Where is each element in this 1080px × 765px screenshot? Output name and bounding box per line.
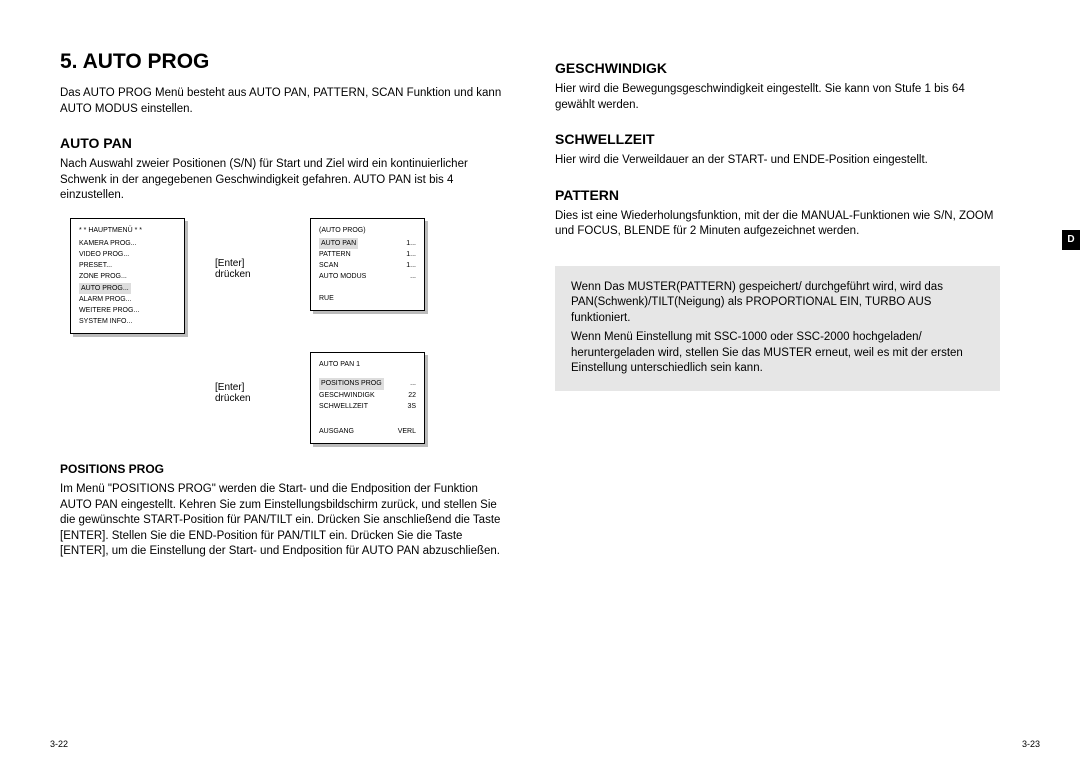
page-number-left: 3-22	[50, 739, 68, 749]
menu3-row-l: GESCHWINDIGK	[319, 390, 375, 401]
menu3-foot-r: VERL	[398, 426, 416, 437]
menu1-item: ZONE PROG...	[79, 271, 176, 282]
menu1-item: ALARM PROG...	[79, 294, 176, 305]
menu1-item: SYSTEM INFO...	[79, 316, 176, 327]
positions-prog-heading: POSITIONS PROG	[60, 462, 505, 476]
menu2-title: (AUTO PROG)	[319, 225, 416, 236]
menu1-item: WEITERE PROG...	[79, 305, 176, 316]
menu2-row-l: SCAN	[319, 260, 338, 271]
menu2-row-l: AUTO MODUS	[319, 271, 366, 282]
note-box: Wenn Das MUSTER(PATTERN) gespeichert/ du…	[555, 266, 1000, 391]
enter-hint-2: [Enter] drücken	[215, 352, 300, 444]
note-text-1: Wenn Das MUSTER(PATTERN) gespeichert/ du…	[571, 280, 984, 327]
pattern-heading: PATTERN	[555, 187, 1000, 203]
menu2-foot: RUE	[319, 293, 416, 304]
menu3-row-r: 3S	[407, 401, 416, 412]
enter-hint-1: [Enter] drücken	[215, 218, 300, 280]
menu3-row-l: POSITIONS PROG	[319, 378, 384, 389]
menu3-title: AUTO PAN 1	[319, 359, 416, 370]
autoprog-menu-box: (AUTO PROG) AUTO PAN 1... PATTERN 1... SCA…	[310, 218, 425, 311]
geschwindigk-heading: GESCHWINDIGK	[555, 60, 1000, 76]
menu2-row-r: 1...	[406, 249, 416, 260]
autopan-body: Nach Auswahl zweier Positionen (S/N) für…	[60, 157, 505, 204]
menu3-foot-l: AUSGANG	[319, 426, 354, 437]
menu3-row-r: ...	[410, 378, 416, 389]
menu1-item: PRESET...	[79, 260, 176, 271]
menu1-item: VIDEO PROG...	[79, 249, 176, 260]
menu2-row-r: ...	[410, 271, 416, 282]
menu1-highlight: AUTO PROG...	[79, 283, 131, 294]
schwellzeit-heading: SCHWELLZEIT	[555, 131, 1000, 147]
autopan-heading: AUTO PAN	[60, 135, 505, 151]
menu1-item: KAMERA PROG...	[79, 238, 176, 249]
menu3-row-l: SCHWELLZEIT	[319, 401, 368, 412]
side-tab-d: D	[1062, 230, 1080, 250]
menu2-row-l: PATTERN	[319, 249, 351, 260]
autopan-menu-box: AUTO PAN 1 POSITIONS PROG... GESCHWINDIG…	[310, 352, 425, 444]
note-text-2: Wenn Menü Einstellung mit SSC-1000 oder …	[571, 330, 984, 377]
section-title: 5. AUTO PROG	[60, 50, 505, 74]
menu2-row-r: 1...	[406, 260, 416, 271]
menu2-row-r: 1...	[406, 238, 416, 249]
menu3-row-r: 22	[408, 390, 416, 401]
page-number-right: 3-23	[1022, 739, 1040, 749]
schwellzeit-body: Hier wird die Verweildauer an der START-…	[555, 153, 1000, 169]
intro-text: Das AUTO PROG Menü besteht aus AUTO PAN,…	[60, 86, 505, 117]
menu2-row-l: AUTO PAN	[319, 238, 358, 249]
geschwindigk-body: Hier wird die Bewegungsgeschwindigkeit e…	[555, 82, 1000, 113]
pattern-body: Dies ist eine Wiederholungsfunktion, mit…	[555, 209, 1000, 240]
positions-prog-body: Im Menü "POSITIONS PROG" werden die Star…	[60, 482, 505, 560]
menu1-title: * * HAUPTMENÜ * *	[79, 225, 176, 236]
main-menu-box: * * HAUPTMENÜ * * KAMERA PROG... VIDEO P…	[70, 218, 185, 335]
